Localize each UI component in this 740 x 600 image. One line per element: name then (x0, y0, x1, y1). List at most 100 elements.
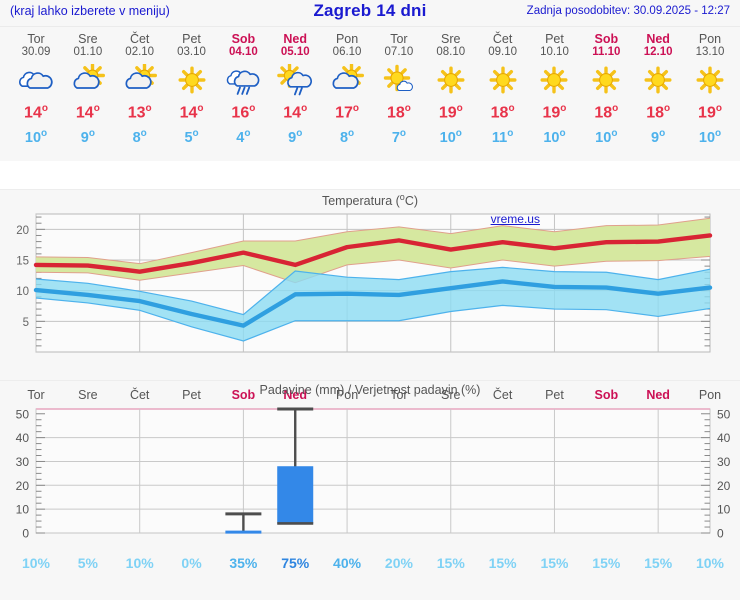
day-name: Ned (646, 32, 670, 46)
day-date: 09.10 (488, 46, 517, 58)
day-name: Sre (78, 32, 98, 46)
temperature-min: 7o (391, 128, 407, 147)
temperature-min: 8o (339, 128, 355, 147)
day-date: 07.10 (384, 46, 414, 58)
svg-text:Ned: Ned (646, 388, 670, 402)
temperature-max: 18o (490, 103, 515, 122)
precipitation-chart-title: Padavine (mm) / Verjetnost padavin (%) (259, 383, 481, 397)
day-date: 04.10 (228, 46, 258, 58)
day-name: Čet (129, 32, 150, 46)
precipitation-probability: 10% (695, 555, 725, 571)
weather-icon-wrap (269, 64, 321, 98)
menu-hint-text: (kraj lahko izberete v meniju) (10, 4, 170, 18)
day-date: 01.10 (73, 46, 103, 58)
day-name: Pet (545, 32, 564, 46)
svg-text:Pon: Pon (699, 388, 721, 402)
weather-icon-wrap (217, 64, 269, 98)
precipitation-probability: 20% (384, 555, 413, 571)
svg-text:Sre: Sre (78, 388, 98, 402)
day-date: 05.10 (280, 46, 310, 58)
temperature-max: 13o (127, 103, 152, 122)
precipitation-probability: 10% (21, 555, 51, 571)
precipitation-probability: 0% (181, 555, 202, 571)
precipitation-bar (225, 530, 262, 534)
precipitation-bar (277, 466, 314, 524)
day-name: Sob (231, 32, 256, 46)
spacer (0, 161, 740, 189)
divider (0, 189, 740, 190)
svg-text:Pet: Pet (182, 388, 201, 402)
forecast-day-strip: Tor 30.09 14o 10o Sre 01.10 14o 9o Čet 02.… (0, 26, 740, 161)
precipitation-probability: 10% (125, 555, 154, 571)
svg-text:0: 0 (22, 527, 29, 541)
partly-sunny-icon (73, 64, 105, 89)
svg-text:40: 40 (16, 431, 30, 445)
day-column-30.09[interactable]: Tor 30.09 14o 10o (10, 27, 62, 148)
day-column-11.10[interactable]: Sob 11.10 18o 10o (580, 27, 632, 148)
temperature-min: 10o (24, 128, 48, 147)
svg-text:10: 10 (717, 503, 731, 517)
temperature-max: 14o (75, 103, 100, 122)
page-header: (kraj lahko izberete v meniju) Zagreb 14… (0, 0, 740, 26)
day-column-10.10[interactable]: Pet 10.10 19o 10o (528, 27, 580, 148)
day-date: 12.10 (643, 46, 673, 58)
temperature-max: 14o (24, 103, 48, 122)
svg-text:0: 0 (717, 527, 724, 541)
day-date: 10.10 (540, 46, 569, 58)
svg-text:5: 5 (23, 317, 29, 329)
temperature-min: 9o (651, 128, 666, 147)
temperature-chart: Temperatura (oC) 5 10 15 20 vreme.us (0, 190, 740, 380)
day-date: 03.10 (177, 46, 206, 58)
weather-icon-wrap (632, 64, 684, 98)
svg-text:Sre: Sre (441, 388, 461, 402)
day-column-06.10[interactable]: Pon 06.10 17o 8o (321, 27, 373, 148)
day-name: Pon (698, 32, 722, 46)
day-name: Čet (492, 32, 513, 46)
weather-icon-wrap (166, 64, 218, 98)
day-column-12.10[interactable]: Ned 12.10 18o 9o (632, 27, 684, 148)
day-date: 13.10 (695, 46, 725, 58)
temperature-min: 8o (132, 128, 147, 147)
precipitation-chart: Padavine (mm) / Verjetnost padavin (%) T… (0, 381, 740, 577)
rain-cloud-icon (227, 70, 260, 95)
svg-text:30: 30 (717, 455, 731, 469)
weather-icon-wrap (684, 64, 736, 98)
temperature-min: 5o (184, 128, 199, 147)
weather-icon-wrap (373, 64, 425, 98)
sunny-icon (437, 66, 465, 94)
day-column-13.10[interactable]: Pon 13.10 19o 10o (684, 27, 736, 148)
partly-sunny-icon (332, 64, 365, 89)
temperature-max: 18o (386, 103, 411, 122)
temperature-max: 18o (646, 103, 671, 122)
day-column-09.10[interactable]: Čet 09.10 18o 11o (477, 27, 529, 148)
svg-text:Čet: Čet (130, 387, 150, 402)
svg-text:30: 30 (16, 455, 30, 469)
partly-sunny-icon (125, 64, 157, 89)
svg-text:10: 10 (16, 503, 30, 517)
day-column-08.10[interactable]: Sre 08.10 19o 10o (425, 27, 477, 148)
sunny-icon (178, 66, 206, 94)
day-column-04.10[interactable]: Sob 04.10 16o 4o (217, 27, 269, 148)
day-column-03.10[interactable]: Pet 03.10 14o 5o (166, 27, 218, 148)
svg-text:15: 15 (16, 256, 29, 268)
day-column-01.10[interactable]: Sre 01.10 14o 9o (62, 27, 114, 148)
day-date: 08.10 (436, 46, 466, 58)
weather-icon-wrap (114, 64, 166, 98)
last-updated-text: Zadnja posodobitev: 30.09.2025 - 12:27 (526, 5, 730, 17)
day-column-05.10[interactable]: Ned 05.10 14o 9o (269, 27, 321, 148)
day-column-02.10[interactable]: Čet 02.10 13o 8o (114, 27, 166, 148)
weather-icon-wrap (477, 64, 529, 98)
precipitation-probability: 75% (281, 555, 310, 571)
day-column-07.10[interactable]: Tor 07.10 18o 7o (373, 27, 425, 148)
precipitation-probability: 40% (333, 555, 362, 571)
page-title: Zagreb 14 dni (313, 1, 427, 20)
precipitation-plot: Tor Sre Čet Pet Sob Ned Pon Tor Sre Čet Pet Sob Ned P… (16, 387, 731, 541)
svg-text:Pon: Pon (336, 388, 358, 402)
sunny-icon (489, 66, 517, 94)
temperature-max: 14o (179, 103, 204, 122)
sunny-icon (540, 66, 568, 94)
precipitation-probability: 35% (229, 555, 258, 571)
svg-text:Ned: Ned (283, 388, 307, 402)
temperature-max: 14o (283, 103, 308, 122)
temperature-max: 18o (594, 103, 619, 122)
